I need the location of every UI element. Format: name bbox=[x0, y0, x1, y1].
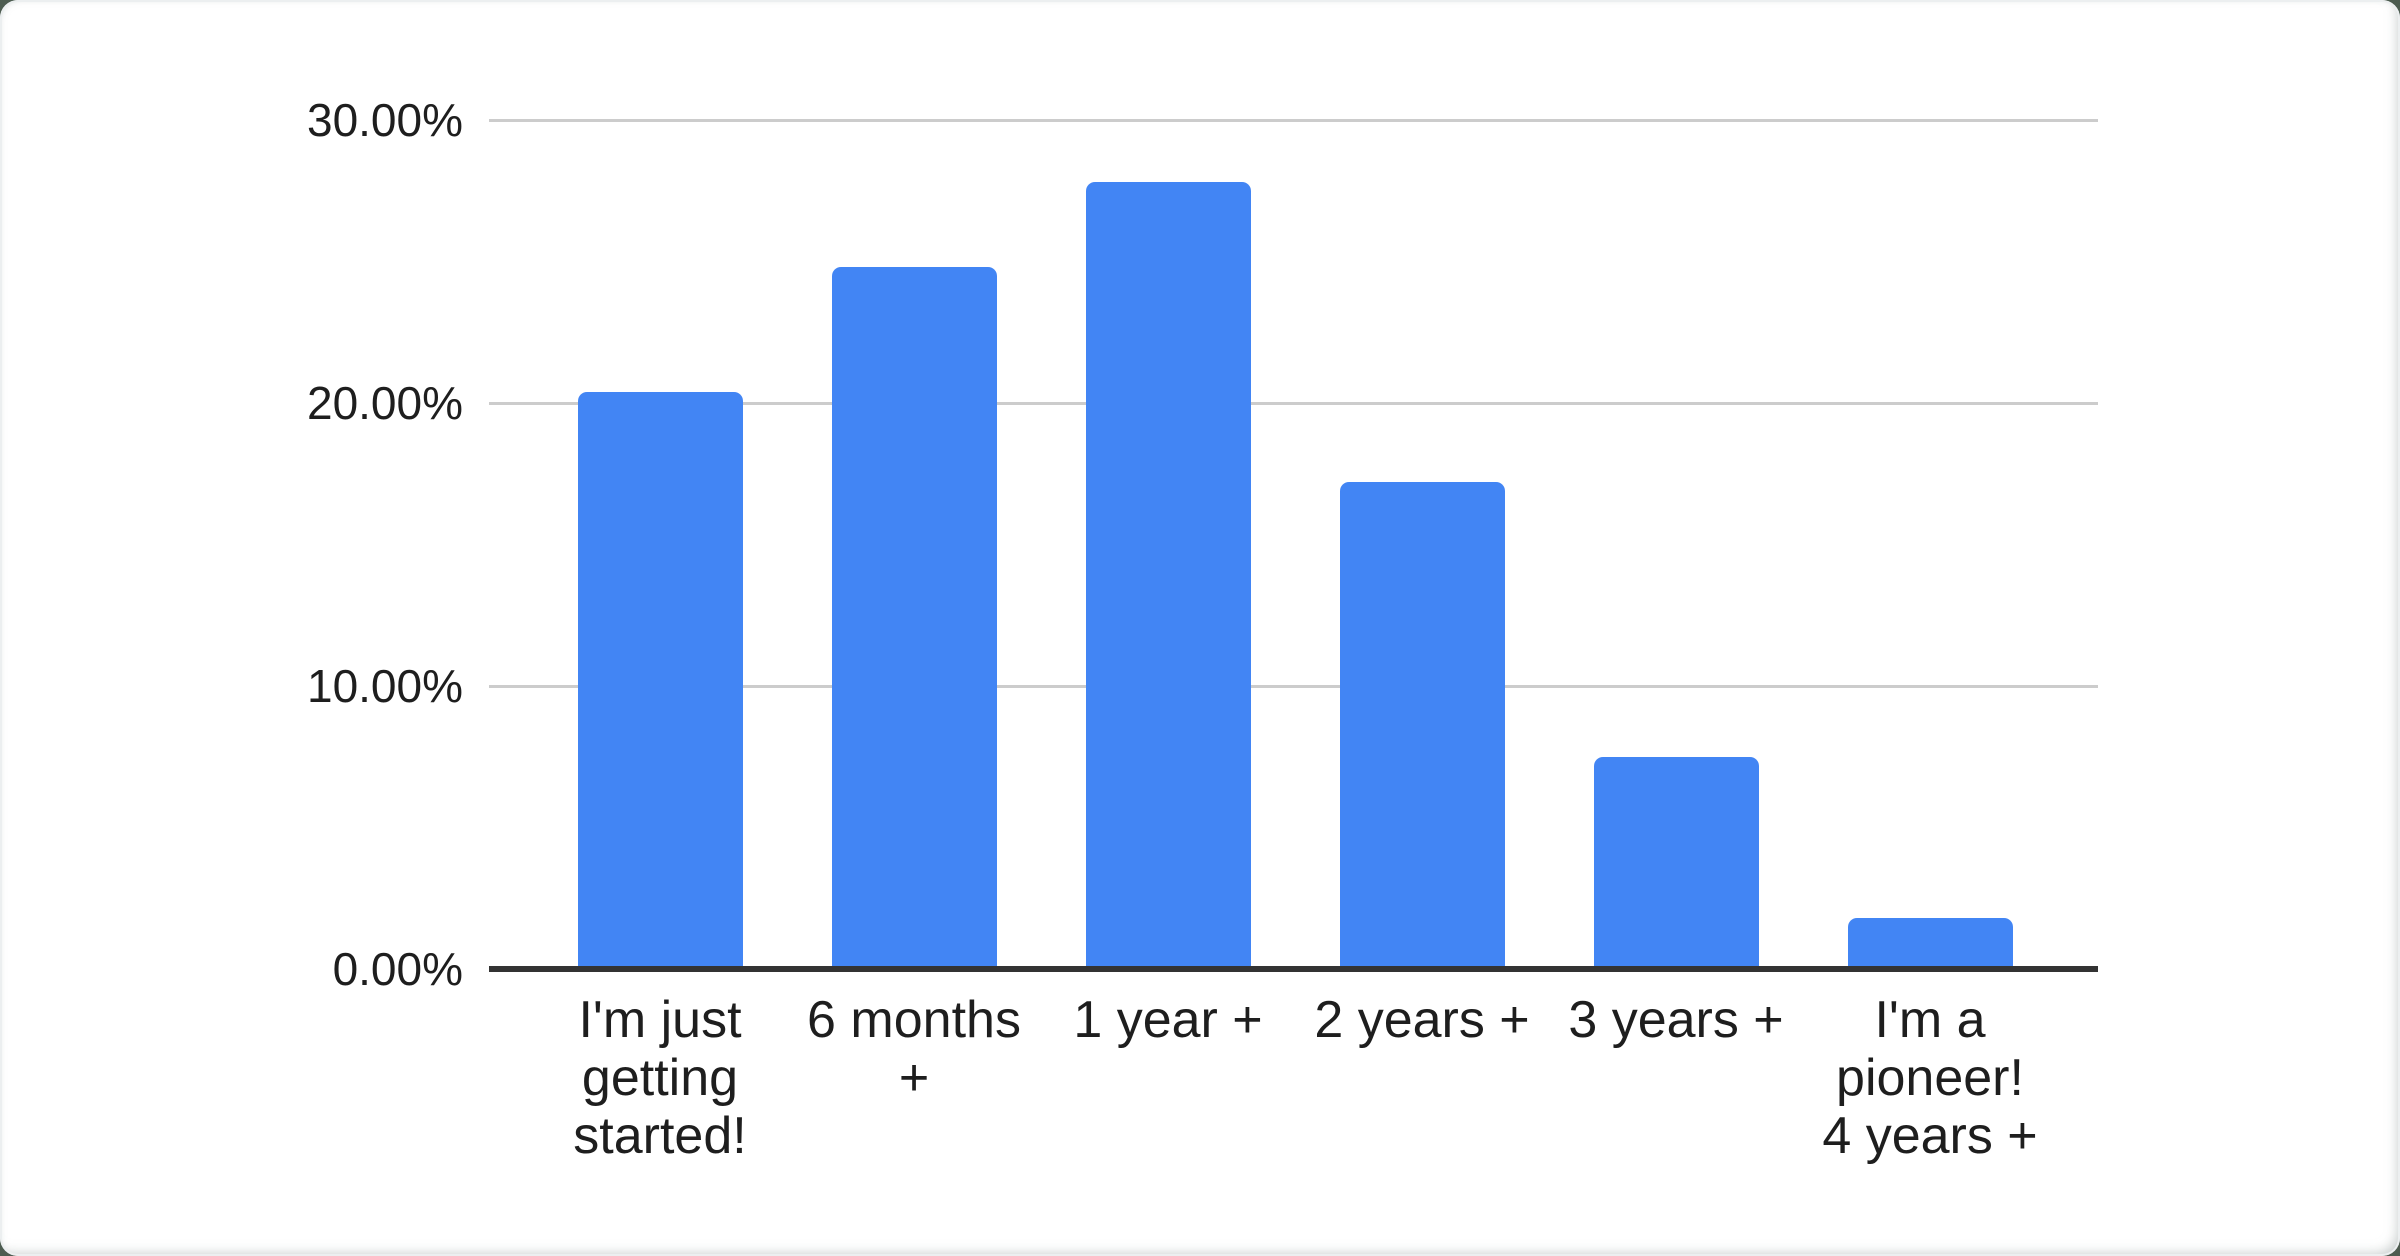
gridline bbox=[489, 684, 2098, 688]
bar-4[interactable] bbox=[1339, 482, 1505, 971]
y-axis-tick-label: 0.00% bbox=[332, 943, 463, 995]
gridline bbox=[489, 118, 2098, 122]
bar-5[interactable] bbox=[1593, 756, 1759, 971]
x-axis-line bbox=[489, 966, 2098, 972]
y-axis-tick-label: 10.00% bbox=[306, 660, 463, 712]
bar-1[interactable] bbox=[577, 391, 743, 971]
bar-2[interactable] bbox=[831, 267, 997, 971]
y-axis-tick-label: 30.00% bbox=[306, 94, 463, 146]
gridline bbox=[489, 401, 2098, 405]
bar-3[interactable] bbox=[1085, 182, 1251, 971]
x-category-label: 6 months + bbox=[807, 991, 1021, 1107]
y-axis-tick-label: 20.00% bbox=[306, 377, 463, 429]
x-category-label: I'm a pioneer! 4 years + bbox=[1822, 991, 2038, 1165]
x-category-label: 2 years + bbox=[1314, 991, 1530, 1049]
bar-6[interactable] bbox=[1847, 918, 2013, 971]
x-category-label: I'm just getting started! bbox=[573, 991, 747, 1165]
x-category-label: 3 years + bbox=[1568, 991, 1784, 1049]
x-category-label: 1 year + bbox=[1073, 991, 1263, 1049]
